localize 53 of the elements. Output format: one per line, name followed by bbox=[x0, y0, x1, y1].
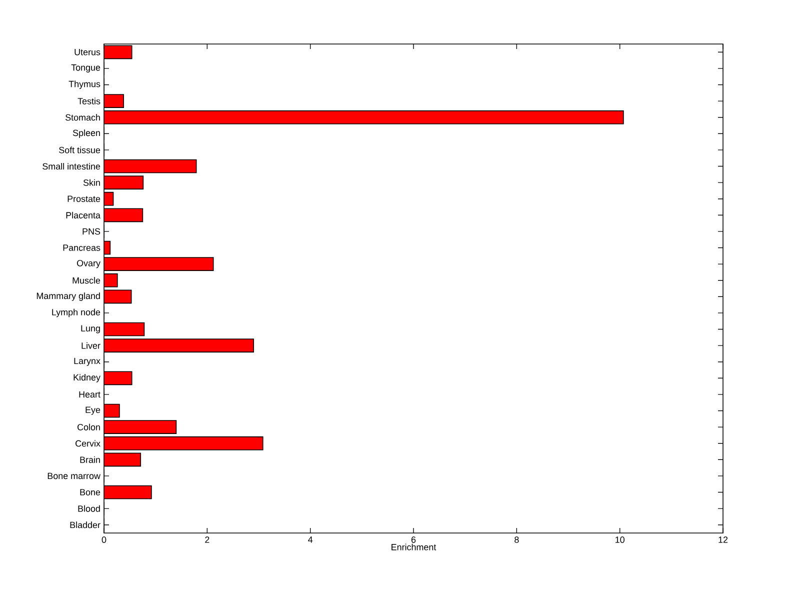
bar bbox=[104, 257, 214, 271]
y-tick-label: Lymph node bbox=[52, 308, 100, 318]
y-tick-label: Lung bbox=[81, 325, 100, 334]
bar bbox=[104, 371, 132, 386]
y-tick-label: Stomach bbox=[66, 114, 100, 121]
y-tick-label: Skin bbox=[83, 179, 100, 186]
y-tick-label: Placenta bbox=[66, 212, 100, 218]
y-tick-label: Brain bbox=[80, 456, 100, 463]
y-tick-label: Colon bbox=[78, 424, 100, 430]
y-tick-label: Bladder bbox=[70, 522, 100, 528]
y-tick-label: Soft tissue bbox=[59, 146, 100, 154]
y-tick-label: Pancreas bbox=[63, 244, 100, 251]
y-tick-label: Uterus bbox=[74, 49, 100, 56]
x-tick-label: 12 bbox=[718, 536, 728, 543]
bar bbox=[104, 420, 177, 434]
y-tick-label: Blood bbox=[78, 505, 100, 512]
y-tick-label: Ovary bbox=[76, 260, 100, 268]
x-tick-label: 6 bbox=[411, 536, 416, 543]
y-tick-label: Heart bbox=[79, 391, 100, 398]
bar bbox=[104, 45, 132, 60]
y-tick-label: Bone bbox=[80, 489, 100, 496]
y-tick-label: Tongue bbox=[71, 64, 100, 72]
bar bbox=[104, 176, 144, 190]
bar bbox=[104, 290, 132, 304]
y-tick-label: Small intestine bbox=[42, 162, 100, 170]
y-tick-label: Spleen bbox=[72, 129, 100, 138]
y-tick-label: Muscle bbox=[72, 277, 100, 284]
x-tick-label: 4 bbox=[308, 536, 313, 543]
y-tick-label: PNS bbox=[82, 228, 100, 235]
bar bbox=[104, 452, 142, 467]
y-tick-label: Larynx bbox=[74, 358, 100, 366]
bar bbox=[104, 110, 624, 124]
x-tick-label: 0 bbox=[102, 536, 106, 543]
y-tick-label: Liver bbox=[82, 342, 100, 349]
bar bbox=[104, 159, 197, 174]
x-tick-label: 2 bbox=[205, 536, 210, 543]
y-tick-label: Prostate bbox=[68, 196, 100, 202]
y-tick-label: Kidney bbox=[74, 374, 100, 382]
x-axis-title: Enrichment bbox=[392, 544, 436, 550]
y-tick-label: Mammary gland bbox=[36, 292, 100, 301]
y-tick-label: Bone marrow bbox=[48, 472, 100, 480]
x-tick-label: 8 bbox=[514, 536, 519, 543]
bar bbox=[104, 208, 144, 222]
bar bbox=[104, 404, 120, 418]
bar bbox=[104, 338, 254, 352]
y-tick-label: Cervix bbox=[76, 440, 100, 447]
y-tick-label: Thymus bbox=[68, 80, 100, 89]
y-tick-label: Testis bbox=[78, 98, 100, 104]
bar bbox=[104, 436, 264, 450]
bar bbox=[104, 485, 152, 500]
bar bbox=[104, 322, 145, 336]
y-tick-label: Eye bbox=[86, 406, 100, 415]
x-tick-label: 10 bbox=[616, 536, 624, 543]
